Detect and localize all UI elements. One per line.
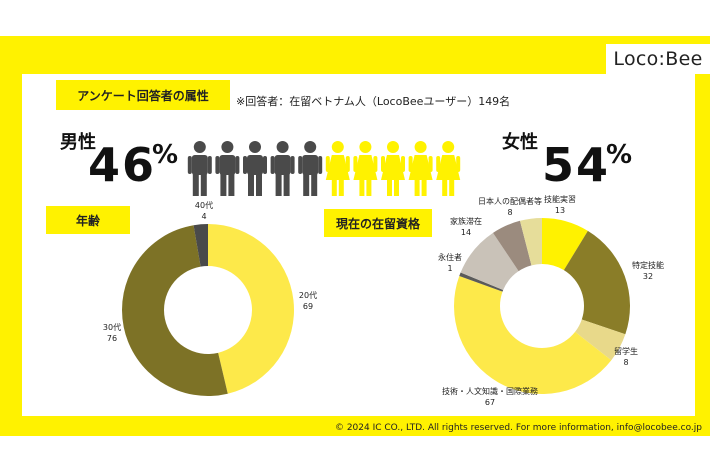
male-percent-unit: % [152, 140, 179, 170]
male-label: 男性 [60, 132, 96, 153]
footer-copyright: © 2024 IC CO., LTD. All rights reserved.… [334, 423, 702, 433]
female-person-icon [353, 141, 378, 196]
female-label: 女性 [502, 132, 538, 153]
female-person-icon [408, 141, 433, 196]
slice-value-1: 32 [643, 272, 653, 281]
male-person-icon [187, 141, 212, 196]
status-donut-chart: 技能実習 13 特定技能 32 留学生 8 技術・人文知識・国際業務 67 永住者 1 家族滞在 14… [438, 194, 664, 407]
slice-value-0: 69 [303, 302, 313, 311]
slice-1 [563, 230, 630, 335]
female-person-icon [325, 141, 350, 196]
slice-4 [459, 272, 504, 292]
slice-6 [493, 220, 532, 272]
slice-label-1: 30代 [103, 322, 121, 332]
locobee-logo: Loco:Bee [606, 44, 710, 74]
male-percent: 46 [88, 138, 157, 192]
slice-value-1: 76 [107, 334, 117, 343]
survey-tag: アンケート回答者の属性 [56, 80, 230, 110]
slice-value-6: 8 [507, 208, 512, 217]
slice-0 [542, 218, 588, 271]
slice-5 [460, 232, 519, 291]
slice-3 [454, 275, 612, 394]
male-person-icon [215, 141, 240, 196]
slice-value-3: 67 [485, 398, 495, 407]
slice-label-2: 留学生 [614, 346, 638, 356]
male-person-icon [298, 141, 323, 196]
slice-7 [519, 218, 542, 266]
status-tag: 現在の在留資格 [324, 209, 432, 237]
female-percent-unit: % [606, 140, 633, 170]
slice-value-2: 8 [623, 358, 628, 367]
slice-label-2: 40代 [195, 200, 213, 210]
age-tag: 年齢 [46, 206, 130, 234]
slice-1 [122, 225, 228, 396]
slice-label-6: 日本人の配偶者等 [478, 196, 542, 206]
slice-label-3: 技術・人文知識・国際業務 [442, 386, 538, 396]
slice-0 [208, 224, 294, 394]
slice-label-5: 家族滞在 [450, 216, 482, 226]
age-donut-chart: 20代 69 30代 76 40代 4 [103, 200, 317, 396]
slice-label-0: 20代 [299, 290, 317, 300]
slice-label-1: 特定技能 [632, 260, 664, 270]
female-person-icon [381, 141, 405, 196]
gender-icon-row [187, 141, 461, 196]
respondent-note: ※回答者：在留ベトナム人（LocoBeeユーザー）149名 [236, 95, 511, 108]
slice-value-4: 1 [447, 264, 452, 273]
slice-2 [575, 319, 626, 361]
slice-label-4: 永住者 [438, 252, 462, 262]
slice-value-2: 4 [201, 212, 206, 221]
male-person-icon [270, 141, 295, 196]
female-person-icon [436, 141, 461, 196]
slice-2 [193, 224, 208, 267]
slice-value-5: 14 [461, 228, 471, 237]
male-person-icon [243, 141, 267, 196]
slice-value-0: 13 [555, 206, 565, 215]
female-percent: 54 [542, 138, 611, 192]
slice-label-0: 技能実習 [544, 194, 576, 204]
